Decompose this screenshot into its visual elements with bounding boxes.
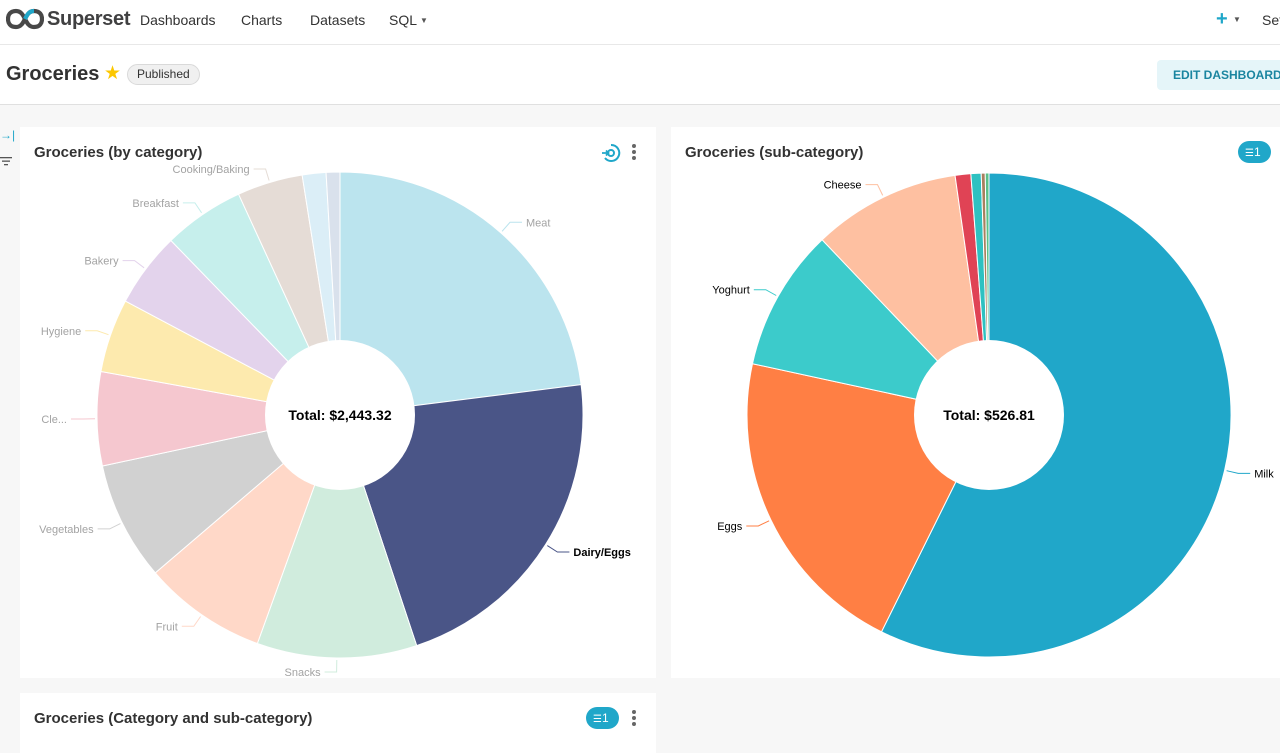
label-leader-line: [866, 185, 883, 196]
pie-chart-category: Meat Dairy/Eggs Snacks Fruit Vegetables Cle..…: [39, 164, 631, 679]
slice-label: Dairy/Eggs: [573, 547, 630, 559]
slice-label: Cle...: [41, 414, 67, 426]
slice-label: Yoghurt: [712, 285, 750, 297]
label-leader-line: [1227, 471, 1251, 474]
slice-label: Hygiene: [41, 326, 81, 338]
slice-label: Eggs: [717, 521, 743, 533]
slice-label: Milk: [1254, 468, 1274, 480]
slice-label: Cheese: [824, 180, 862, 192]
pie-chart-layer: Meat Dairy/Eggs Snacks Fruit Vegetables Cle..…: [0, 0, 1280, 720]
pie-chart-subcategory: Milk Eggs Yoghurt Cheese Total: $526.81: [712, 173, 1274, 657]
label-leader-line: [98, 524, 121, 529]
donut-total-label: Total: $526.81: [943, 407, 1035, 423]
slice-label: Fruit: [156, 621, 178, 633]
slice-label: Snacks: [285, 667, 322, 679]
label-leader-line: [754, 290, 776, 296]
label-leader-line: [502, 222, 522, 231]
slice-label: Meat: [526, 217, 550, 229]
slice-label: Breakfast: [132, 198, 178, 210]
label-leader-line: [182, 617, 201, 627]
slice-label: Bakery: [84, 256, 119, 268]
donut-total-label: Total: $2,443.32: [288, 407, 391, 423]
label-leader-line: [746, 521, 769, 526]
slice-label: Cooking/Baking: [173, 164, 250, 176]
slice-label: Vegetables: [39, 524, 94, 536]
label-leader-line: [123, 261, 145, 268]
label-leader-line: [183, 203, 202, 213]
label-leader-line: [254, 169, 270, 181]
label-leader-line: [325, 660, 337, 672]
label-leader-line: [547, 546, 569, 552]
label-leader-line: [85, 331, 108, 335]
